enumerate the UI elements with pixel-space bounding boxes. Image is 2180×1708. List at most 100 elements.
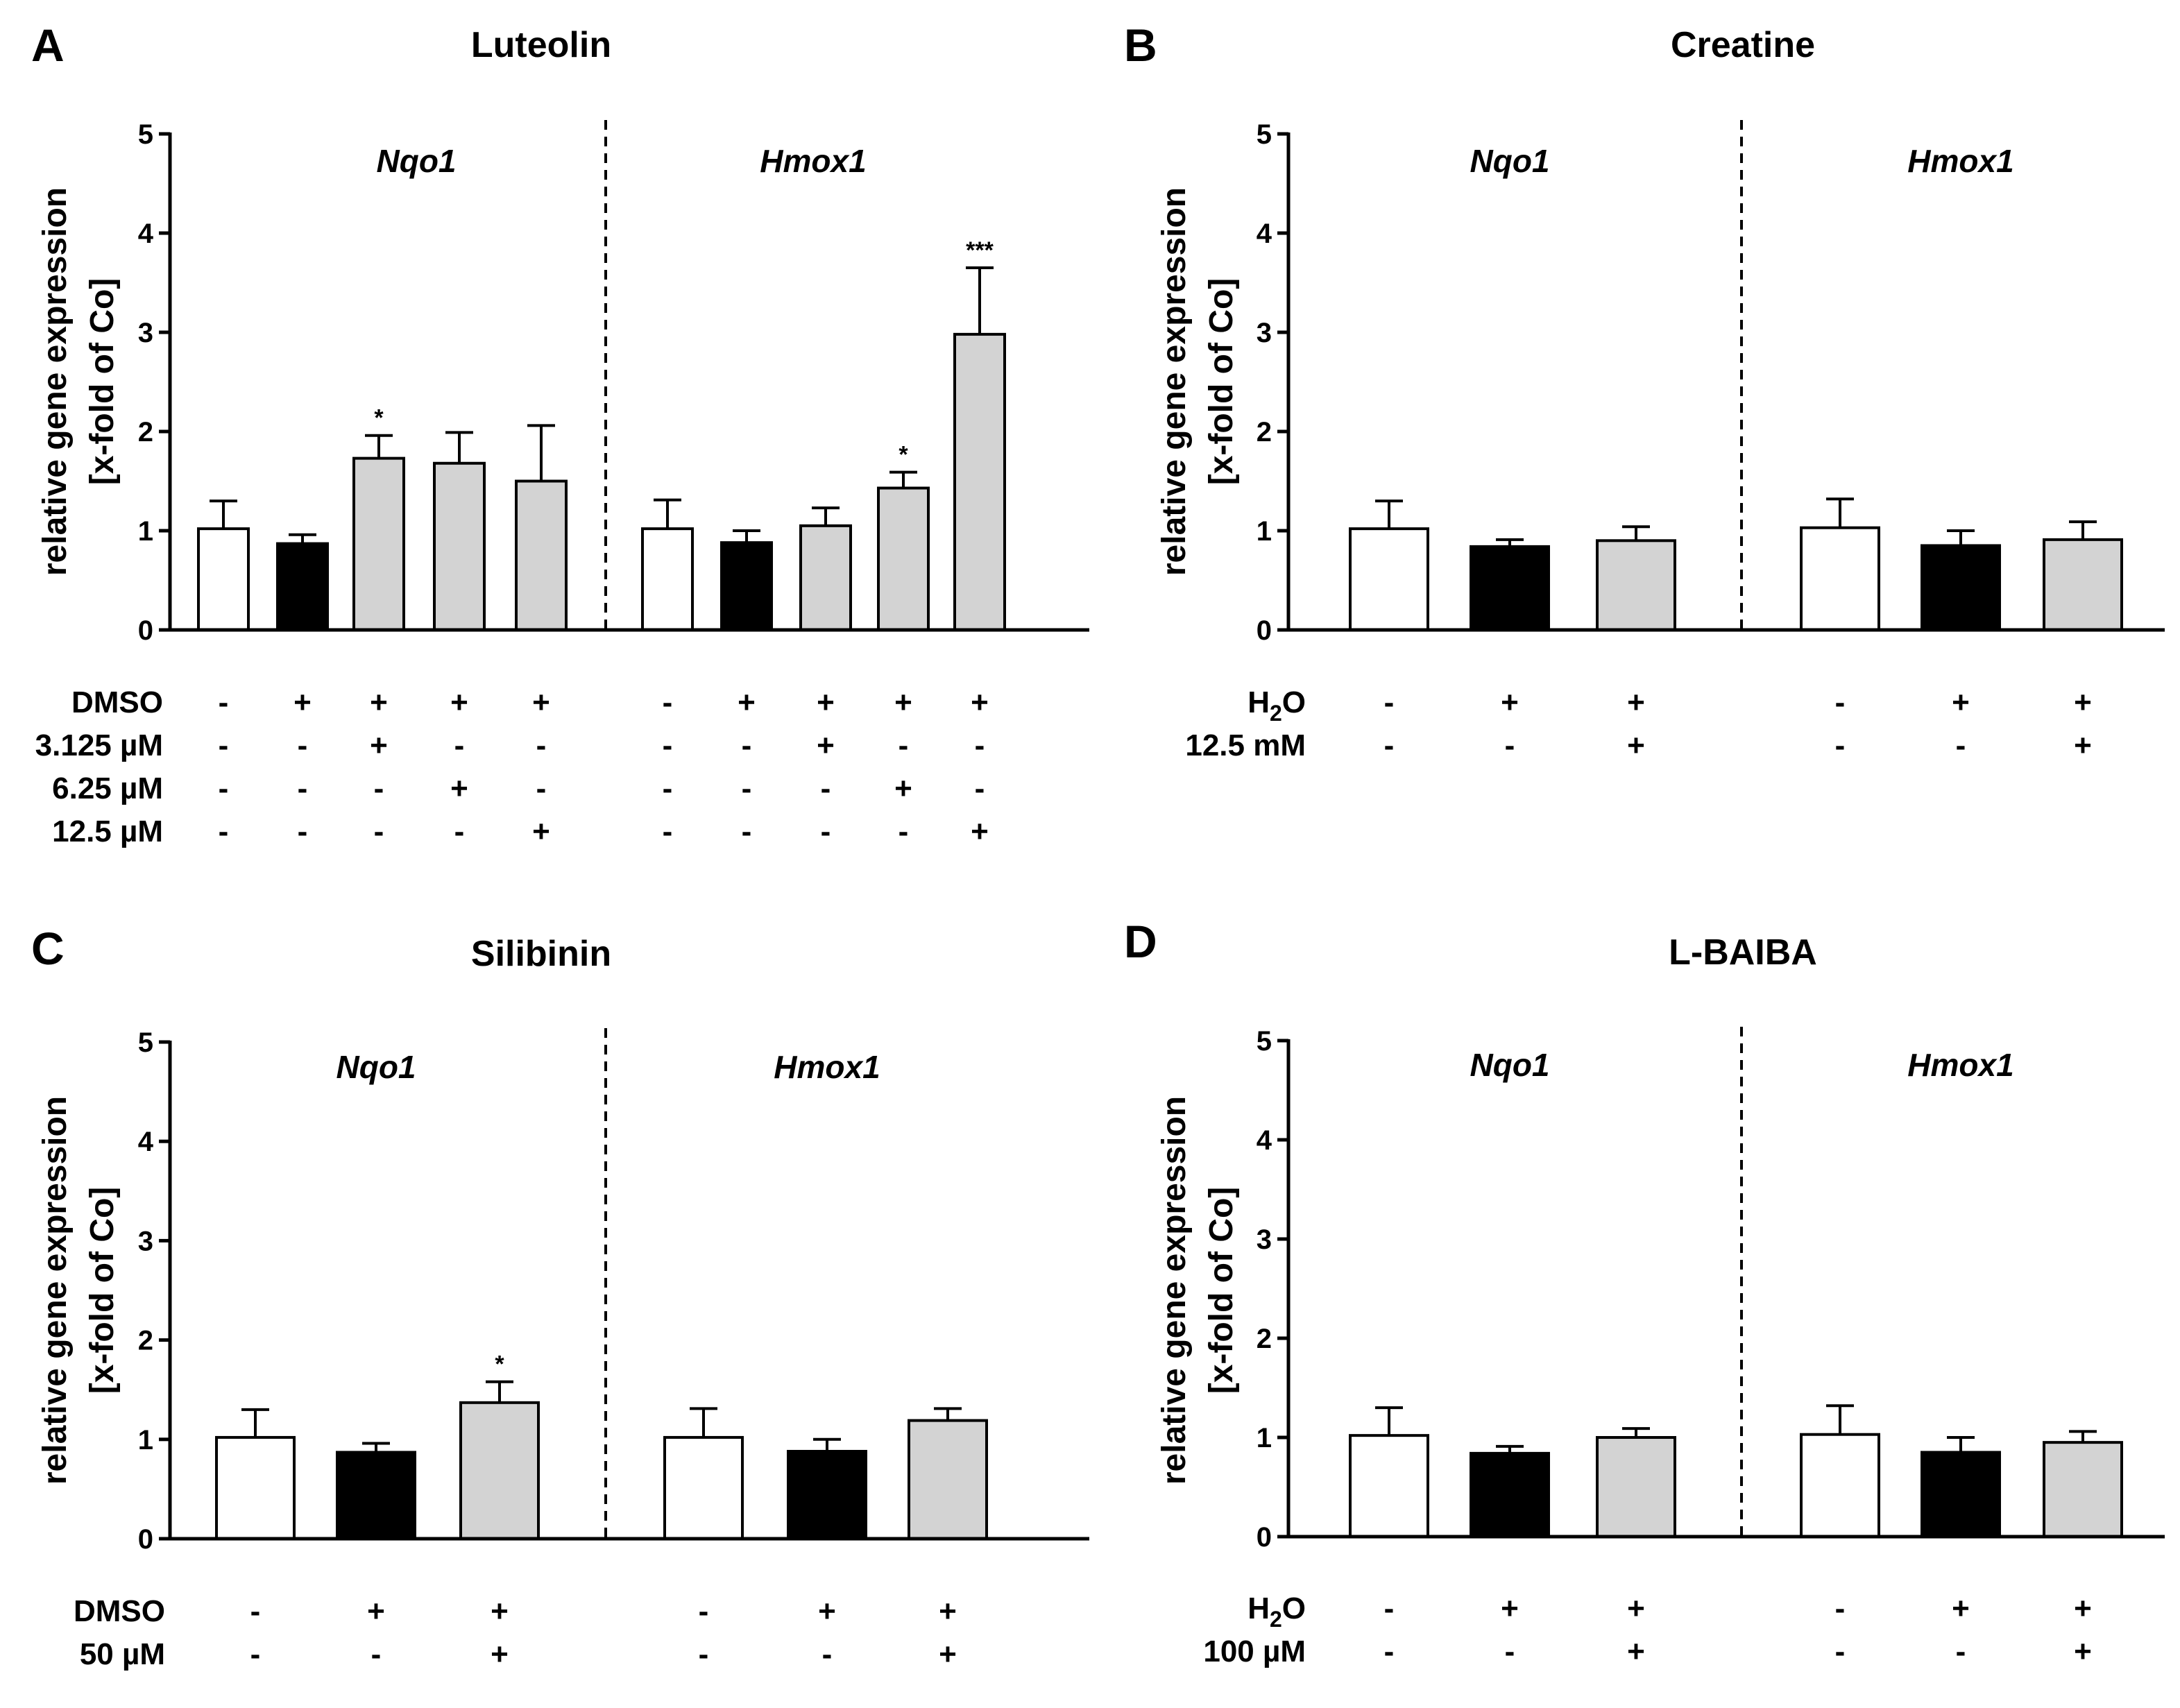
treatment-symbol: -: [1384, 1634, 1395, 1668]
treatment-symbol: -: [1835, 728, 1846, 762]
treatment-symbol: +: [532, 685, 550, 719]
treatment-symbol: -: [454, 728, 465, 762]
treatment-symbol: -: [250, 1594, 261, 1628]
treatment-symbol: -: [219, 771, 229, 805]
treatment-symbol: +: [1501, 685, 1519, 719]
y-tick-label: 2: [1257, 1324, 1272, 1354]
y-tick-label: 2: [1257, 417, 1272, 447]
significance-marker: *: [374, 405, 384, 432]
treatment-symbol: +: [894, 771, 912, 805]
bar: [720, 541, 773, 631]
treatment-label: H2O: [1247, 1591, 1306, 1632]
y-tick-label: 3: [138, 318, 153, 348]
treatment-symbol: +: [491, 1637, 509, 1671]
treatment-symbol: +: [1627, 685, 1645, 719]
treatment-symbol: +: [2074, 728, 2092, 762]
y-tick-label: 2: [138, 1326, 153, 1356]
bar: [1470, 1451, 1550, 1538]
y-tick-label: 0: [1257, 615, 1272, 646]
bar: [877, 486, 930, 632]
y-axis-label: relative gene expression: [37, 187, 74, 576]
y-tick-label: 5: [138, 119, 153, 150]
treatment-symbol: -: [975, 728, 985, 762]
y-tick-label: 5: [138, 1027, 153, 1058]
treatment-symbol: -: [219, 685, 229, 719]
treatment-symbol: +: [370, 728, 388, 762]
treatment-symbol: +: [817, 685, 835, 719]
bar: [1596, 1436, 1676, 1538]
treatment-symbol: -: [663, 685, 673, 719]
gene-label-hmox1: Hmox1: [774, 1049, 880, 1085]
bar: [799, 524, 852, 631]
treatment-label: 6.25 µM: [52, 771, 163, 805]
y-tick-label: 4: [138, 1127, 154, 1157]
panel-letter: D: [1124, 916, 1157, 967]
gene-label-nqo1: Nqo1: [1470, 143, 1550, 179]
treatment-symbol: -: [454, 814, 465, 848]
treatment-symbol: -: [742, 814, 752, 848]
treatment-label: H2O: [1247, 685, 1306, 726]
bar: [1800, 1433, 1880, 1538]
y-tick-label: 0: [138, 1524, 153, 1555]
y-axis-label-units: [x-fold of Co]: [84, 1187, 121, 1394]
bar: [663, 1435, 744, 1541]
bar: [1470, 545, 1550, 632]
treatment-symbol: -: [899, 814, 909, 848]
bar: [1349, 527, 1429, 632]
bar: [2043, 538, 2123, 631]
y-tick-label: 3: [1257, 1224, 1272, 1255]
bar: [1921, 544, 2001, 632]
treatment-symbol: +: [1952, 685, 1970, 719]
y-tick-label: 3: [138, 1226, 153, 1256]
bar: [641, 527, 694, 632]
treatment-symbol: +: [491, 1594, 509, 1628]
treatment-symbol: -: [742, 771, 752, 805]
y-tick-label: 0: [138, 615, 153, 646]
y-tick-label: 4: [138, 219, 154, 249]
treatment-label-tail: O: [1282, 685, 1306, 719]
treatment-symbol: +: [1952, 1591, 1970, 1625]
treatment-symbol: -: [821, 771, 831, 805]
treatment-symbol: -: [298, 771, 308, 805]
treatment-symbol: -: [250, 1637, 261, 1671]
treatment-label: 3.125 µM: [35, 728, 163, 762]
treatment-symbol: +: [894, 685, 912, 719]
treatment-symbol: -: [663, 728, 673, 762]
y-tick-label: 4: [1257, 1125, 1272, 1156]
panel-c: C Silibinin relative gene expression [x-fol…: [31, 923, 1089, 1671]
treatment-symbol: +: [450, 771, 468, 805]
treatment-symbol: -: [374, 771, 384, 805]
treatment-symbol: +: [367, 1594, 385, 1628]
treatment-symbol: +: [738, 685, 756, 719]
y-tick-label: 1: [1257, 516, 1272, 547]
treatment-symbol: -: [374, 814, 384, 848]
treatment-symbol: -: [298, 728, 308, 762]
bar: [1596, 539, 1676, 631]
treatment-label: DMSO: [74, 1594, 165, 1628]
y-tick-label: 5: [1257, 1026, 1272, 1057]
treatment-symbol: +: [1627, 1634, 1645, 1668]
treatment-label-tail: O: [1282, 1591, 1306, 1625]
bar: [1921, 1451, 2001, 1538]
bar: [1349, 1434, 1429, 1538]
panel-a: A Luteolin relative gene expression [x-fold…: [31, 19, 1089, 848]
treatment-symbol: -: [975, 771, 985, 805]
y-tick-label: 1: [1257, 1423, 1272, 1453]
y-tick-label: 2: [138, 417, 153, 447]
gene-label-hmox1: Hmox1: [1907, 1047, 2013, 1083]
treatment-symbol: +: [2074, 1634, 2092, 1668]
gene-label-hmox1: Hmox1: [1907, 143, 2013, 179]
treatment-symbol: -: [1956, 728, 1966, 762]
y-axis-label: relative gene expression: [1156, 187, 1193, 576]
treatment-symbol: -: [821, 814, 831, 848]
treatment-label-main: H: [1247, 1591, 1270, 1625]
treatment-label-main: H: [1247, 685, 1270, 719]
treatment-symbol: +: [1627, 1591, 1645, 1625]
gene-label-nqo1: Nqo1: [1470, 1047, 1550, 1083]
treatment-symbol: +: [1501, 1591, 1519, 1625]
bar: [197, 527, 250, 632]
treatment-label-subscript: 2: [1270, 1607, 1282, 1632]
bar: [787, 1449, 867, 1540]
panel-title: Luteolin: [471, 25, 611, 65]
